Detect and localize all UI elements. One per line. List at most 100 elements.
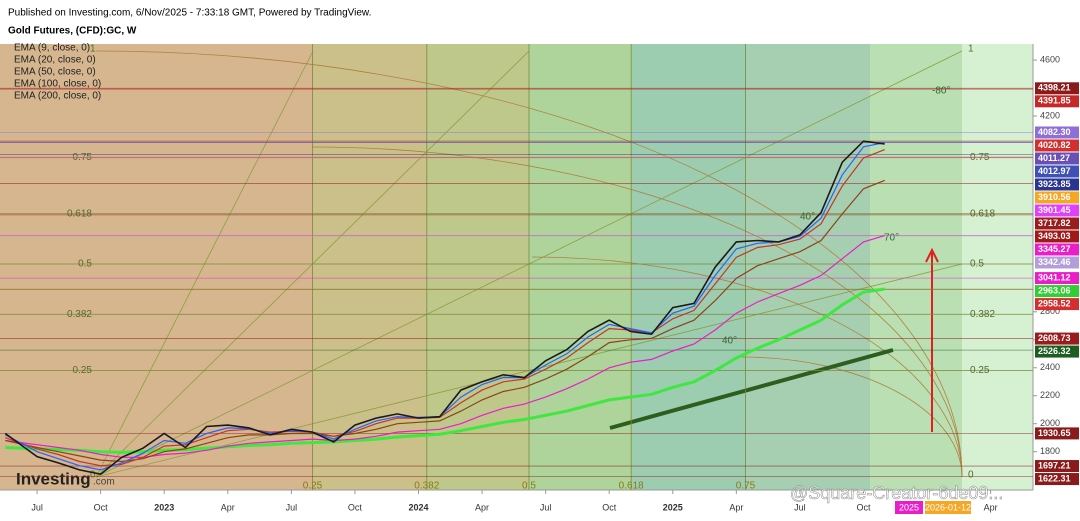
legend-entry: EMA (50, close, 0) bbox=[14, 67, 96, 78]
price-label: 1697.21 bbox=[1038, 460, 1071, 470]
price-label: 4082.30 bbox=[1038, 127, 1071, 137]
price-label: 3717.82 bbox=[1038, 218, 1071, 228]
angle-label: 70° bbox=[884, 233, 899, 244]
price-label-box bbox=[1035, 152, 1079, 165]
ema-line bbox=[5, 235, 885, 458]
y-tick-label: 2000 bbox=[1040, 418, 1060, 428]
fib-label: 0.75 bbox=[736, 481, 756, 492]
ema-line bbox=[5, 142, 885, 471]
price-label: 3901.45 bbox=[1038, 205, 1071, 215]
ema-line bbox=[5, 287, 885, 454]
x-tick-label: Oct bbox=[94, 502, 109, 512]
price-label-box bbox=[1035, 460, 1079, 473]
price-label: 2526.32 bbox=[1038, 346, 1071, 356]
price-label-box bbox=[1035, 272, 1079, 285]
price-label-box bbox=[1035, 178, 1079, 191]
ema-line bbox=[5, 179, 885, 463]
y-tick-label: 2400 bbox=[1040, 362, 1060, 372]
price-label: 2608.73 bbox=[1038, 333, 1071, 343]
price-label-box bbox=[1035, 165, 1079, 178]
price-label: 3923.85 bbox=[1038, 179, 1071, 189]
x-tick-label: Jul bbox=[286, 502, 298, 512]
background-zones bbox=[0, 44, 1033, 490]
price-label-box bbox=[1035, 204, 1079, 217]
fib-label: 0.382 bbox=[970, 309, 995, 320]
price-line-series bbox=[4, 140, 885, 475]
price-label-box bbox=[1035, 285, 1079, 298]
x-tick-label: Apr bbox=[729, 502, 743, 512]
x-highlight-box bbox=[895, 501, 923, 514]
x-highlight-label: 2025 bbox=[899, 502, 919, 512]
logo-suffix: .com bbox=[93, 477, 115, 488]
price-label: 3041.12 bbox=[1038, 272, 1071, 282]
price-label-box bbox=[1035, 243, 1079, 256]
x-highlight-label: 2026-01-12 bbox=[925, 502, 971, 512]
angle-label: -80° bbox=[932, 86, 950, 97]
price-label: 3345.27 bbox=[1038, 244, 1071, 254]
price-label: 2958.52 bbox=[1038, 298, 1071, 308]
legend-entry: EMA (20, close, 0) bbox=[14, 55, 96, 66]
price-label-box bbox=[1035, 473, 1079, 486]
price-label: 1930.65 bbox=[1038, 428, 1071, 438]
price-label: 4012.97 bbox=[1038, 166, 1071, 176]
price-label-box bbox=[1035, 230, 1079, 243]
price-label: 3493.03 bbox=[1038, 231, 1071, 241]
x-tick-label: Apr bbox=[984, 502, 998, 512]
angle-label: 40° bbox=[722, 336, 737, 347]
fib-end-label: 0 bbox=[968, 470, 974, 481]
price-label-box bbox=[1035, 345, 1079, 358]
y-tick-label: 4600 bbox=[1040, 54, 1060, 64]
price-label: 1622.31 bbox=[1038, 473, 1071, 483]
price-label-box bbox=[1035, 82, 1079, 95]
price-label-box bbox=[1035, 332, 1079, 345]
price-label: 4020.82 bbox=[1038, 140, 1071, 150]
y-tick-label: 2800 bbox=[1040, 306, 1060, 316]
x-tick-label: Oct bbox=[856, 502, 871, 512]
fib-end-label: 1 bbox=[968, 44, 974, 55]
x-tick-label: Jul bbox=[31, 502, 43, 512]
logo: Investing bbox=[16, 469, 91, 488]
watermark: @Square-Creator-6de09... bbox=[790, 483, 1003, 503]
legend-entry: EMA (9, close, 0) bbox=[14, 43, 90, 54]
x-tick-label: Apr bbox=[475, 502, 489, 512]
fib-end-label: 0 bbox=[90, 470, 96, 481]
symbol-title: Gold Futures, (CFD):GC, W bbox=[8, 26, 137, 37]
price-label: 3910.56 bbox=[1038, 192, 1071, 202]
price-label-box bbox=[1035, 256, 1079, 269]
y-tick-label: 2200 bbox=[1040, 390, 1060, 400]
fib-label: 0.25 bbox=[303, 481, 323, 492]
x-highlight-box bbox=[925, 501, 971, 514]
price-label-box bbox=[1035, 95, 1079, 108]
price-label-box bbox=[1035, 191, 1079, 204]
price-label-box bbox=[1035, 217, 1079, 230]
legend-entry: EMA (200, close, 0) bbox=[14, 91, 101, 102]
fib-label: 0.618 bbox=[970, 208, 995, 219]
fib-label: 0.382 bbox=[67, 309, 92, 320]
price-label-box bbox=[1035, 298, 1079, 311]
price-label: 4011.27 bbox=[1038, 153, 1070, 163]
fib-label: 0.618 bbox=[619, 481, 644, 492]
fib-label: 0.5 bbox=[522, 481, 536, 492]
fib-label: 0.5 bbox=[970, 259, 984, 270]
x-tick-label: Oct bbox=[602, 502, 617, 512]
x-tick-label: Jul bbox=[540, 502, 552, 512]
fib-label: 0.25 bbox=[73, 365, 93, 376]
y-tick-label: 4200 bbox=[1040, 110, 1060, 120]
price-label: 4391.85 bbox=[1038, 96, 1071, 106]
price-label-box bbox=[1035, 139, 1079, 152]
fib-label: 0.5 bbox=[78, 259, 92, 270]
x-tick-label: Jul bbox=[794, 502, 806, 512]
x-tick-label: Apr bbox=[221, 502, 235, 512]
legend-entry: EMA (100, close, 0) bbox=[14, 79, 101, 90]
price-label: 2963.06 bbox=[1038, 285, 1071, 295]
x-tick-label: Oct bbox=[348, 502, 363, 512]
angle-label: 40° bbox=[800, 212, 815, 223]
y-tick-label: 1800 bbox=[1040, 446, 1060, 456]
x-tick-label: 2025 bbox=[663, 502, 683, 512]
fib-label: 0.25 bbox=[970, 365, 990, 376]
fib-end-label: 1 bbox=[90, 44, 96, 55]
x-tick-label: 2024 bbox=[408, 502, 428, 512]
price-label-box bbox=[1035, 126, 1079, 139]
fib-label: 0.382 bbox=[414, 481, 439, 492]
